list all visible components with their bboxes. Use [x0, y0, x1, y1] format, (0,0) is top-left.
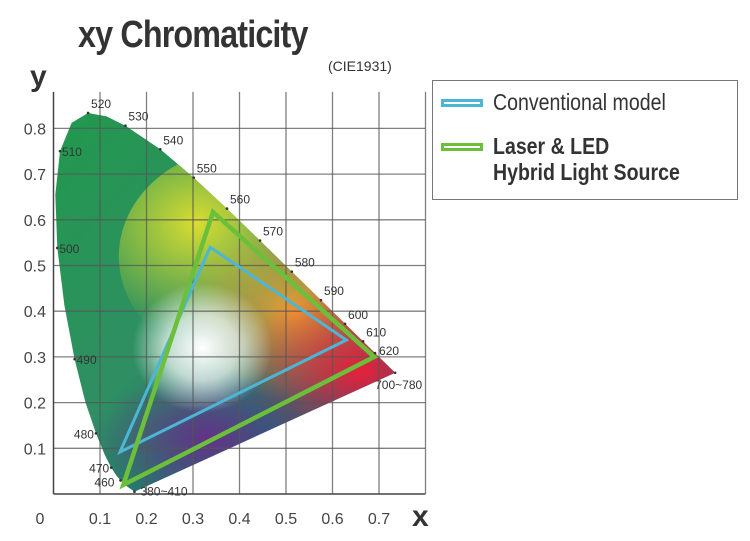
- wavelength-label: 610: [366, 325, 386, 339]
- locus-white-point: [132, 282, 273, 413]
- wavelength-labels: 520 530 540 550 560 570 580 590 600 610 620 700~780…: [56, 97, 423, 499]
- legend-swatch-conventional: [441, 99, 483, 107]
- wavelength-marker: [58, 149, 62, 153]
- wavelength-marker: [119, 479, 122, 482]
- x-tick-label: 0.6: [321, 511, 343, 528]
- spectral-locus-fill: [55, 113, 396, 492]
- x-tick-label: 0.7: [368, 511, 390, 528]
- wavelength-label: 470: [89, 462, 109, 476]
- wavelength-marker: [343, 322, 347, 326]
- wavelength-marker: [319, 298, 323, 302]
- wavelength-label: 620: [379, 344, 399, 358]
- wavelength-marker: [109, 466, 113, 469]
- wavelength-marker: [56, 246, 59, 250]
- gamut-triangle-conventional: [116, 244, 350, 456]
- chart-subtitle: (CIE1931): [328, 58, 392, 74]
- wavelength-label: 530: [128, 110, 148, 124]
- wavelength-label: 380~410: [140, 485, 187, 499]
- x-tick-label: 0.4: [228, 511, 250, 528]
- wavelength-label: 490: [77, 353, 97, 367]
- y-tick-label: 0.3: [24, 350, 46, 367]
- wavelength-label: 570: [263, 225, 283, 239]
- wavelength-marker: [73, 357, 76, 361]
- wavelength-label: 500: [59, 242, 79, 256]
- legend-label-hybrid-line1: Laser & LED: [493, 133, 610, 159]
- wavelength-marker: [124, 124, 127, 128]
- y-tick-label: 0.7: [24, 167, 46, 184]
- legend-item-hybrid: Laser & LED Hybrid Light Source: [441, 133, 713, 185]
- legend-label-hybrid-line2: Hybrid Light Source: [493, 159, 680, 185]
- wavelength-marker: [361, 340, 365, 343]
- wavelength-label: 520: [91, 97, 111, 111]
- wavelength-marker: [133, 490, 136, 494]
- wavelength-label: 580: [295, 256, 315, 270]
- wavelength-label: 480: [74, 427, 94, 441]
- y-axis-label: y: [30, 60, 47, 93]
- y-tick-label: 0.4: [24, 304, 46, 321]
- wavelength-label: 550: [197, 162, 217, 176]
- x-tick-label: 0.1: [89, 511, 111, 528]
- y-tick-label: 0.6: [24, 213, 46, 230]
- wavelength-marker: [225, 207, 229, 210]
- wavelength-marker: [86, 111, 90, 115]
- chart-title: xy Chromaticity: [78, 14, 308, 56]
- legend-item-conventional: Conventional model: [441, 89, 696, 115]
- x-tick-label: 0.5: [275, 511, 297, 528]
- wavelength-marker: [158, 147, 162, 151]
- gamut-triangles: [116, 208, 379, 490]
- wavelength-label: 600: [348, 308, 368, 322]
- grid: [52, 91, 427, 495]
- gamut-triangle-hybrid: [119, 208, 379, 490]
- x-axis-label: x: [412, 500, 429, 533]
- wavelength-marker: [258, 239, 262, 242]
- wavelength-label: 510: [62, 145, 82, 159]
- wavelength-label: 590: [324, 284, 344, 298]
- x-tick-label: 0.2: [135, 511, 157, 528]
- axis-ticks: 0 0.1 0.2 0.3 0.4 0.5 0.6 0.7 0.1 0.2 0.3 0.4 0.5 0.6…: [24, 121, 390, 528]
- y-tick-label: 0.2: [24, 396, 46, 413]
- wavelength-marker: [290, 270, 294, 273]
- wavelength-marker: [373, 351, 377, 355]
- wavelength-marker: [393, 371, 397, 375]
- wavelength-label: 700~780: [375, 378, 422, 392]
- y-tick-label: 0.1: [24, 441, 46, 458]
- wavelength-label: 460: [94, 475, 114, 489]
- legend-swatch-hybrid: [441, 143, 483, 151]
- x-tick-label: 0.3: [182, 511, 204, 528]
- wavelength-label: 540: [163, 133, 183, 147]
- wavelength-marker: [192, 176, 196, 179]
- legend-label-conventional: Conventional model: [493, 89, 666, 115]
- wavelength-marker: [94, 432, 98, 435]
- legend: Conventional model Laser & LED Hybrid Li…: [432, 80, 738, 200]
- wavelength-label: 560: [230, 193, 250, 207]
- x-tick-label: 0: [36, 511, 45, 528]
- y-tick-label: 0.5: [24, 259, 46, 276]
- y-tick-label: 0.8: [24, 121, 46, 138]
